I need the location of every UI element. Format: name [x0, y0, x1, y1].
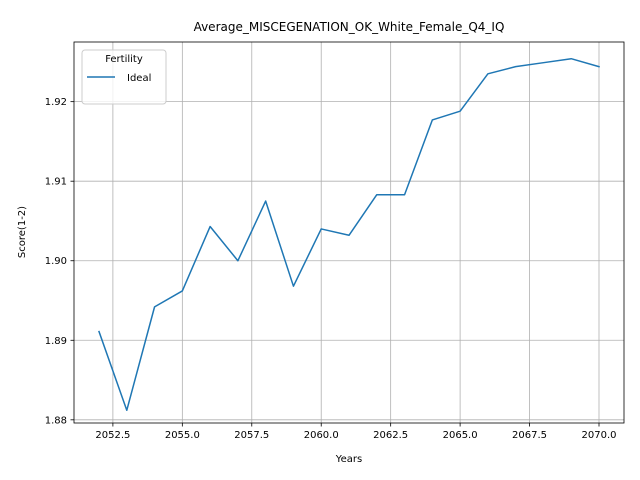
chart-title: Average_MISCEGENATION_OK_White_Female_Q4… — [194, 20, 505, 34]
y-tick-label: 1.92 — [45, 97, 67, 108]
x-axis: 2052.5 2055.0 2057.5 2060.0 2062.5 2065.0 2067… — [95, 423, 617, 441]
legend-label-ideal: Ideal — [127, 73, 151, 84]
x-tick-label: 2065.0 — [443, 430, 478, 441]
x-tick-label: 2057.5 — [234, 430, 269, 441]
y-tick-label: 1.88 — [45, 415, 67, 426]
legend: Fertility Ideal — [81, 49, 167, 105]
x-axis-label: Years — [335, 454, 362, 465]
x-tick-label: 2070.0 — [582, 430, 617, 441]
x-tick-label: 2067.5 — [512, 430, 547, 441]
legend-box — [81, 49, 167, 105]
x-tick-label: 2062.5 — [373, 430, 408, 441]
plot-frame — [73, 41, 625, 424]
y-axis: 1.88 1.89 1.90 1.91 1.92 — [45, 97, 74, 426]
series-layer — [98, 57, 600, 412]
x-tick-label: 2060.0 — [304, 430, 339, 441]
series-line-ideal — [98, 57, 600, 412]
legend-title: Fertility — [105, 54, 143, 65]
y-tick-label: 1.89 — [45, 336, 67, 347]
y-tick-label: 1.90 — [45, 256, 67, 267]
y-axis-label: Score(1-2) — [17, 206, 28, 258]
x-tick-label: 2052.5 — [95, 430, 130, 441]
y-tick-label: 1.91 — [45, 177, 67, 188]
x-tick-label: 2055.0 — [165, 430, 200, 441]
